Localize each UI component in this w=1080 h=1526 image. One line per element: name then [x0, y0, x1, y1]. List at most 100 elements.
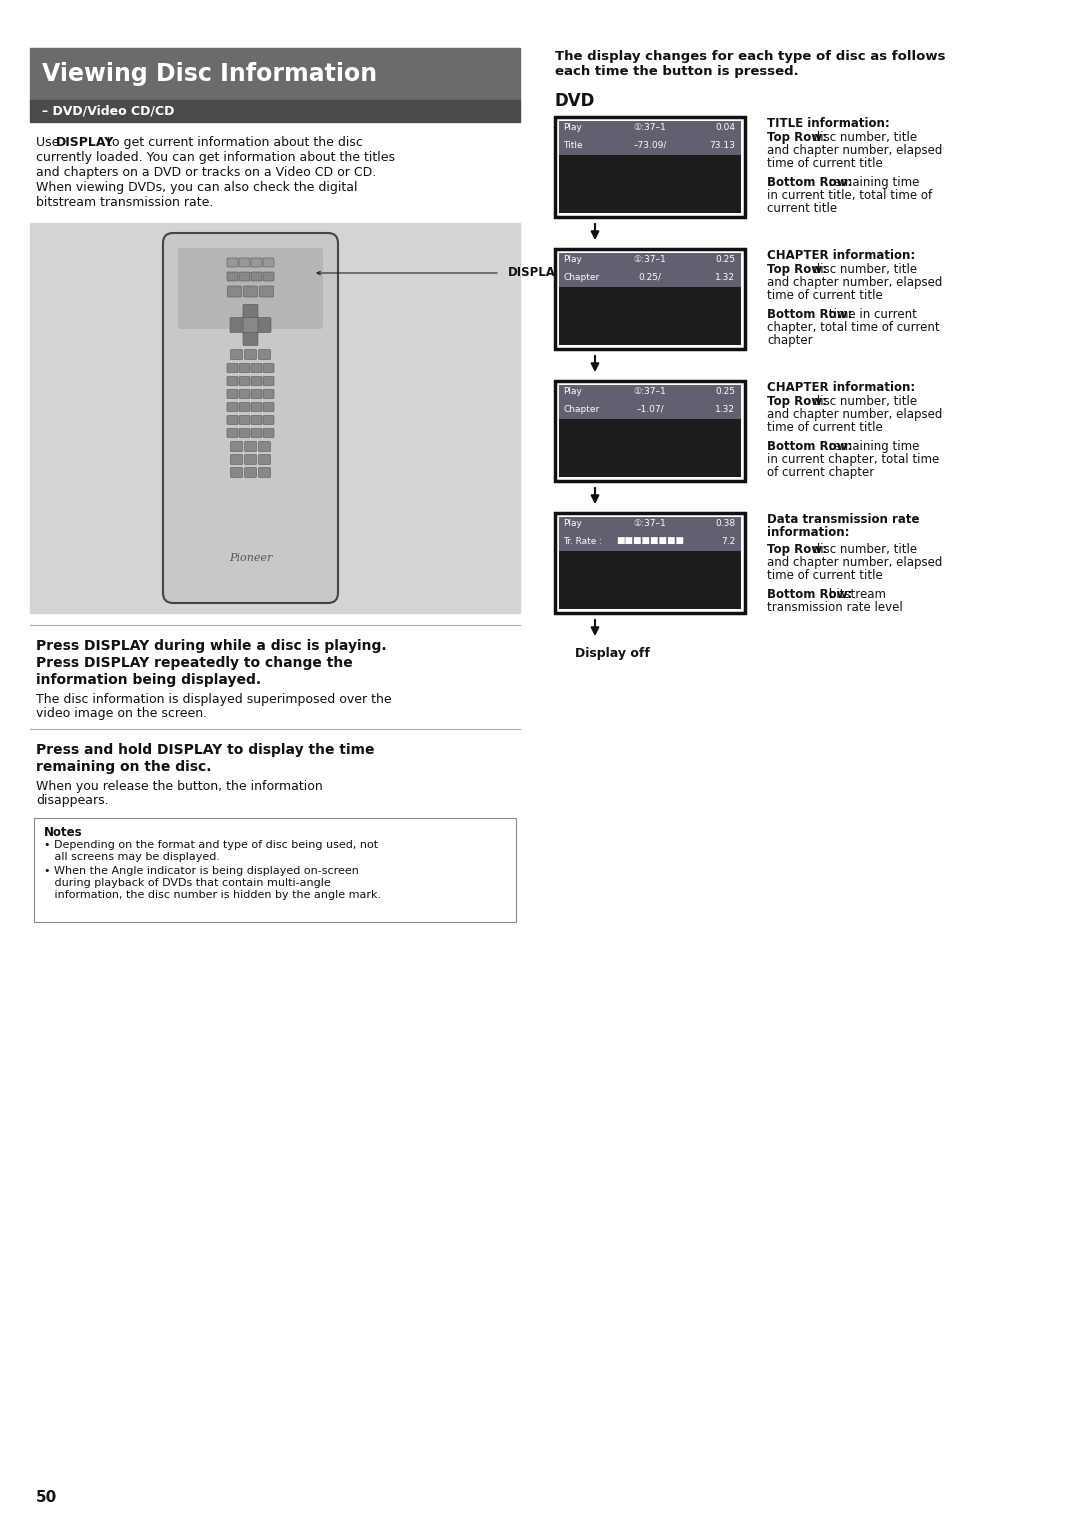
FancyBboxPatch shape [264, 415, 274, 424]
Text: 1.32: 1.32 [715, 273, 735, 281]
Text: disc number, title: disc number, title [809, 543, 917, 555]
FancyBboxPatch shape [251, 415, 262, 424]
FancyBboxPatch shape [251, 272, 262, 281]
Text: 7.2: 7.2 [720, 537, 735, 545]
Bar [555, 118, 745, 217]
Text: Viewing Disc Information: Viewing Disc Information [42, 63, 377, 85]
FancyBboxPatch shape [178, 249, 323, 330]
FancyBboxPatch shape [228, 285, 242, 298]
Text: Display off: Display off [575, 647, 650, 661]
Text: to get current information about the disc: to get current information about the dis… [103, 136, 363, 150]
Text: 0.38: 0.38 [715, 519, 735, 528]
Text: • Depending on the format and type of disc being used, not: • Depending on the format and type of di… [44, 839, 378, 850]
Bar [559, 517, 741, 551]
Text: in current title, total time of: in current title, total time of [767, 189, 932, 201]
Text: ①:37–1: ①:37–1 [634, 255, 666, 264]
FancyBboxPatch shape [251, 258, 262, 267]
Text: Bottom Row:: Bottom Row: [767, 588, 852, 601]
FancyBboxPatch shape [244, 441, 257, 452]
Text: all screens may be displayed.: all screens may be displayed. [44, 852, 220, 862]
FancyBboxPatch shape [251, 363, 262, 372]
Text: Notes: Notes [44, 826, 83, 839]
Text: Use: Use [36, 136, 64, 150]
FancyBboxPatch shape [227, 272, 238, 281]
Text: 73.13: 73.13 [710, 140, 735, 150]
Text: DISPLAY: DISPLAY [56, 136, 114, 150]
FancyBboxPatch shape [230, 349, 243, 360]
FancyBboxPatch shape [244, 455, 257, 464]
Text: ①:37–1: ①:37–1 [634, 519, 666, 528]
Text: currently loaded. You can get information about the titles: currently loaded. You can get informatio… [36, 151, 395, 163]
Text: 0.25: 0.25 [715, 388, 735, 397]
Text: 0.25/: 0.25/ [638, 273, 661, 281]
Text: chapter, total time of current: chapter, total time of current [767, 320, 940, 334]
Text: Tr. Rate :: Tr. Rate : [563, 537, 603, 545]
Text: CHAPTER information:: CHAPTER information: [767, 249, 915, 262]
Text: video image on the screen.: video image on the screen. [36, 707, 207, 720]
Text: –1.07/: –1.07/ [636, 404, 664, 414]
Text: ■■■■■■■■: ■■■■■■■■ [616, 537, 684, 545]
FancyBboxPatch shape [227, 389, 238, 398]
Text: –73.09/: –73.09/ [633, 140, 666, 150]
Text: bitstream: bitstream [825, 588, 886, 601]
Text: Pioneer: Pioneer [229, 552, 272, 563]
Text: Chapter: Chapter [563, 404, 599, 414]
Text: disc number, title: disc number, title [809, 262, 917, 276]
FancyBboxPatch shape [230, 467, 243, 478]
FancyBboxPatch shape [239, 272, 249, 281]
Text: Play: Play [563, 255, 582, 264]
Text: Chapter: Chapter [563, 273, 599, 281]
Text: 0.04: 0.04 [715, 124, 735, 133]
Text: current title: current title [767, 201, 837, 215]
FancyBboxPatch shape [227, 377, 238, 386]
FancyBboxPatch shape [258, 467, 270, 478]
FancyBboxPatch shape [227, 258, 238, 267]
Text: The display changes for each type of disc as follows: The display changes for each type of dis… [555, 50, 945, 63]
FancyBboxPatch shape [264, 429, 274, 438]
Bar [559, 517, 741, 609]
Text: disappears.: disappears. [36, 794, 109, 807]
FancyBboxPatch shape [244, 349, 257, 360]
FancyBboxPatch shape [243, 331, 258, 345]
Text: in current chapter, total time: in current chapter, total time [767, 453, 940, 465]
FancyBboxPatch shape [230, 455, 243, 464]
Text: Top Row:: Top Row: [767, 262, 827, 276]
Text: When you release the button, the information: When you release the button, the informa… [36, 780, 323, 794]
Text: transmission rate level: transmission rate level [767, 601, 903, 613]
FancyBboxPatch shape [239, 415, 249, 424]
Bar [30, 223, 519, 613]
Text: 1.32: 1.32 [715, 404, 735, 414]
FancyBboxPatch shape [251, 429, 262, 438]
FancyBboxPatch shape [264, 403, 274, 412]
Bar [555, 249, 745, 349]
Text: DVD: DVD [555, 92, 595, 110]
FancyBboxPatch shape [227, 415, 238, 424]
Text: disc number, title: disc number, title [809, 131, 917, 143]
Text: time of current title: time of current title [767, 569, 882, 581]
Text: time of current title: time of current title [767, 421, 882, 433]
Text: remaining time: remaining time [825, 175, 919, 189]
Text: TITLE information:: TITLE information: [767, 118, 890, 130]
FancyBboxPatch shape [258, 455, 270, 464]
FancyBboxPatch shape [251, 403, 262, 412]
Text: time in current: time in current [825, 308, 917, 320]
Text: Bottom Row:: Bottom Row: [767, 439, 852, 453]
Text: ①:37–1: ①:37–1 [634, 124, 666, 133]
FancyBboxPatch shape [264, 272, 274, 281]
FancyBboxPatch shape [227, 363, 238, 372]
FancyBboxPatch shape [227, 403, 238, 412]
Text: ①:37–1: ①:37–1 [634, 388, 666, 397]
FancyBboxPatch shape [239, 403, 249, 412]
FancyBboxPatch shape [258, 441, 270, 452]
Text: DISPLAY: DISPLAY [508, 267, 563, 279]
Text: Play: Play [563, 519, 582, 528]
FancyBboxPatch shape [239, 363, 249, 372]
FancyBboxPatch shape [239, 377, 249, 386]
FancyBboxPatch shape [264, 258, 274, 267]
Text: disc number, title: disc number, title [809, 395, 917, 407]
Text: information being displayed.: information being displayed. [36, 673, 261, 687]
Text: When viewing DVDs, you can also check the digital: When viewing DVDs, you can also check th… [36, 182, 357, 194]
Bar [559, 385, 741, 478]
FancyBboxPatch shape [230, 317, 245, 333]
Text: information, the disc number is hidden by the angle mark.: information, the disc number is hidden b… [44, 890, 381, 900]
